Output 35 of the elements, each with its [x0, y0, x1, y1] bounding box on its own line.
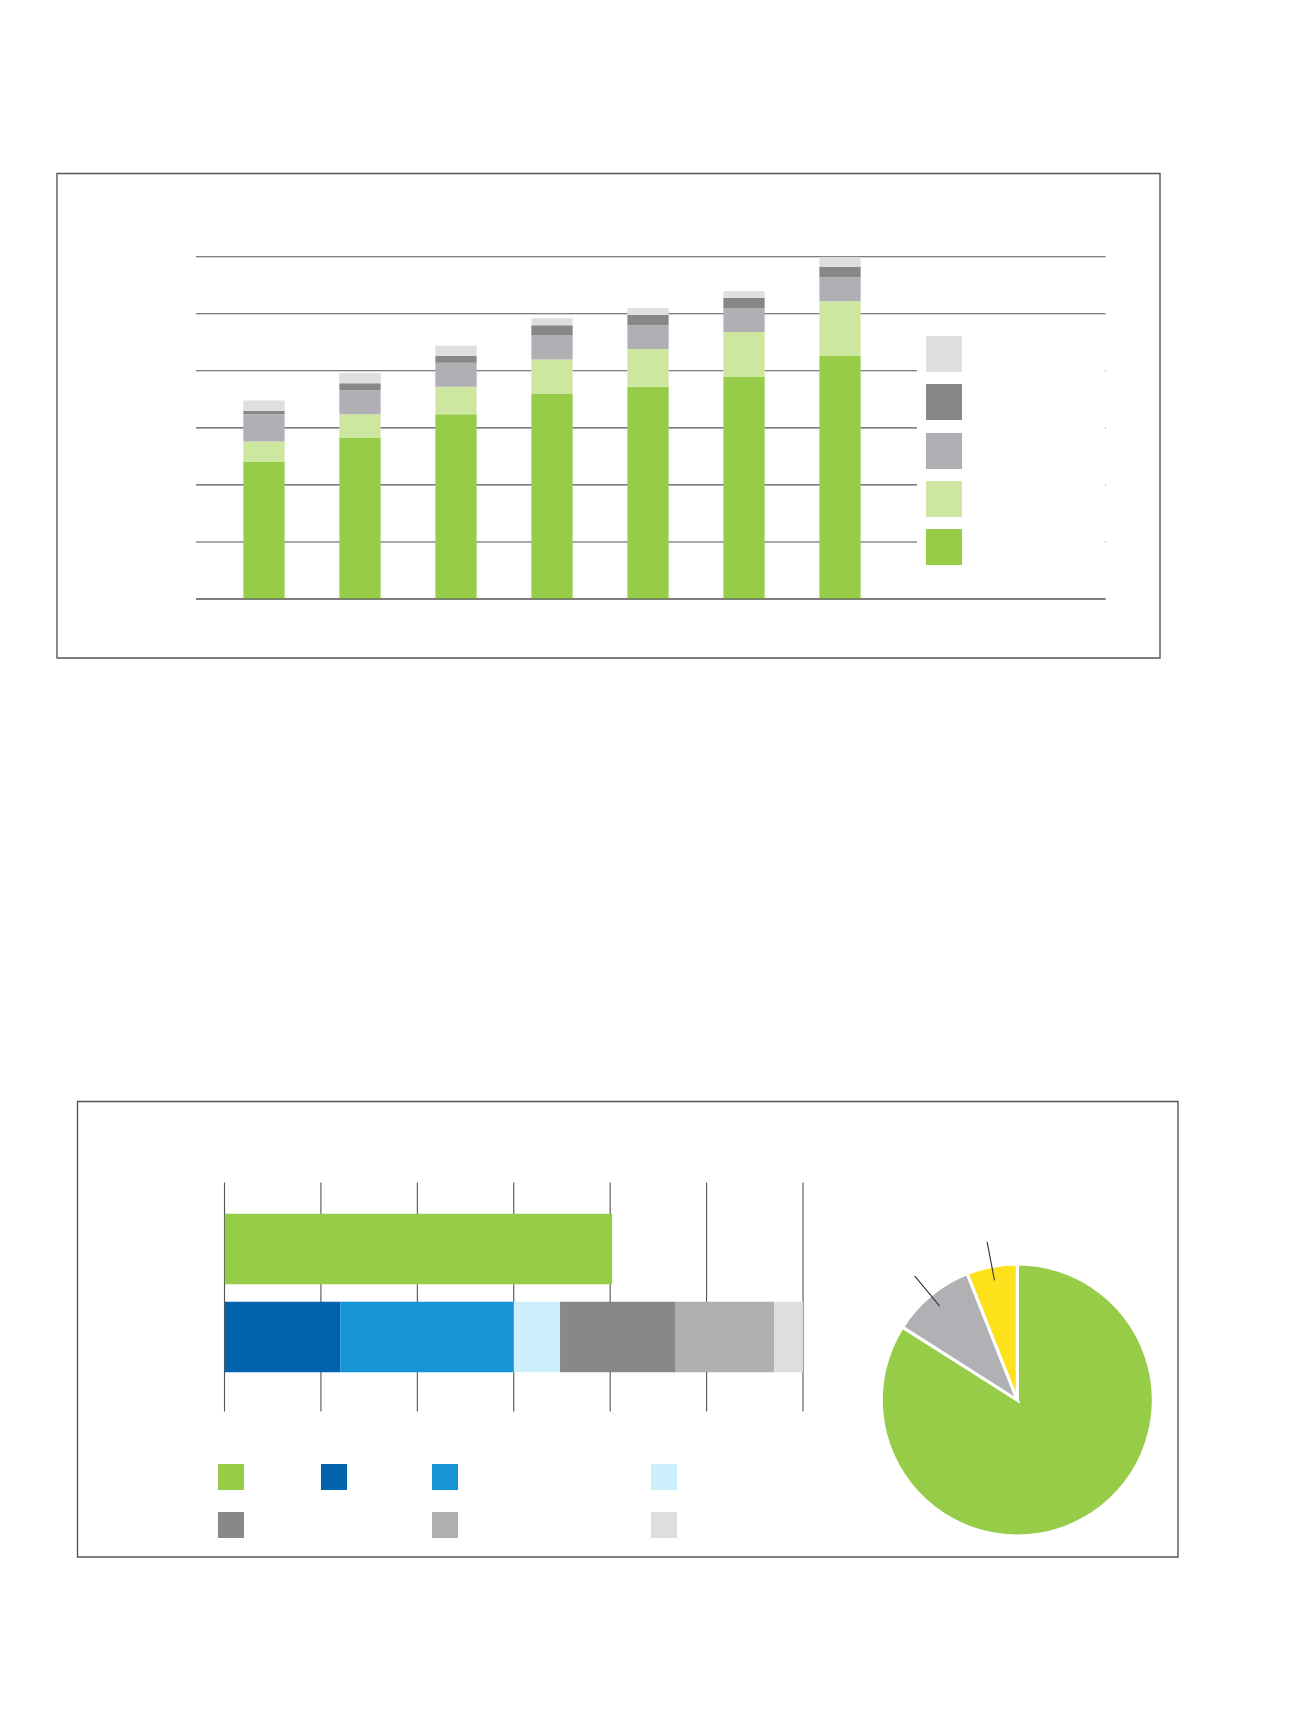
bar: [243, 400, 285, 411]
bar: [723, 332, 765, 377]
pie-slice: [879, 1262, 1155, 1538]
bar: [243, 414, 285, 442]
bar: [819, 266, 861, 278]
bar: [339, 438, 381, 599]
bar: [435, 386, 477, 415]
bar: [627, 325, 669, 350]
bar: [531, 359, 573, 394]
bar: [339, 414, 381, 439]
bar: [819, 355, 861, 599]
bar: [723, 376, 765, 599]
bar: [627, 308, 669, 315]
bar: [531, 318, 573, 326]
bar: [627, 386, 669, 599]
bar: [339, 373, 381, 384]
bar: [531, 335, 573, 360]
bar: [819, 256, 861, 267]
bar: [627, 314, 669, 326]
bar: [723, 297, 765, 309]
bar: [339, 383, 381, 391]
bar: [435, 362, 477, 387]
bar: [531, 393, 573, 599]
bar: [531, 325, 573, 336]
bar: [435, 355, 477, 363]
bar: [339, 390, 381, 415]
bar: [243, 441, 285, 463]
bar: [723, 308, 765, 333]
bar: [435, 414, 477, 599]
bar: [435, 345, 477, 356]
bar: [819, 301, 861, 356]
bar: [723, 290, 765, 298]
bar: [627, 349, 669, 387]
bar: [819, 277, 861, 302]
bar: [243, 462, 285, 599]
